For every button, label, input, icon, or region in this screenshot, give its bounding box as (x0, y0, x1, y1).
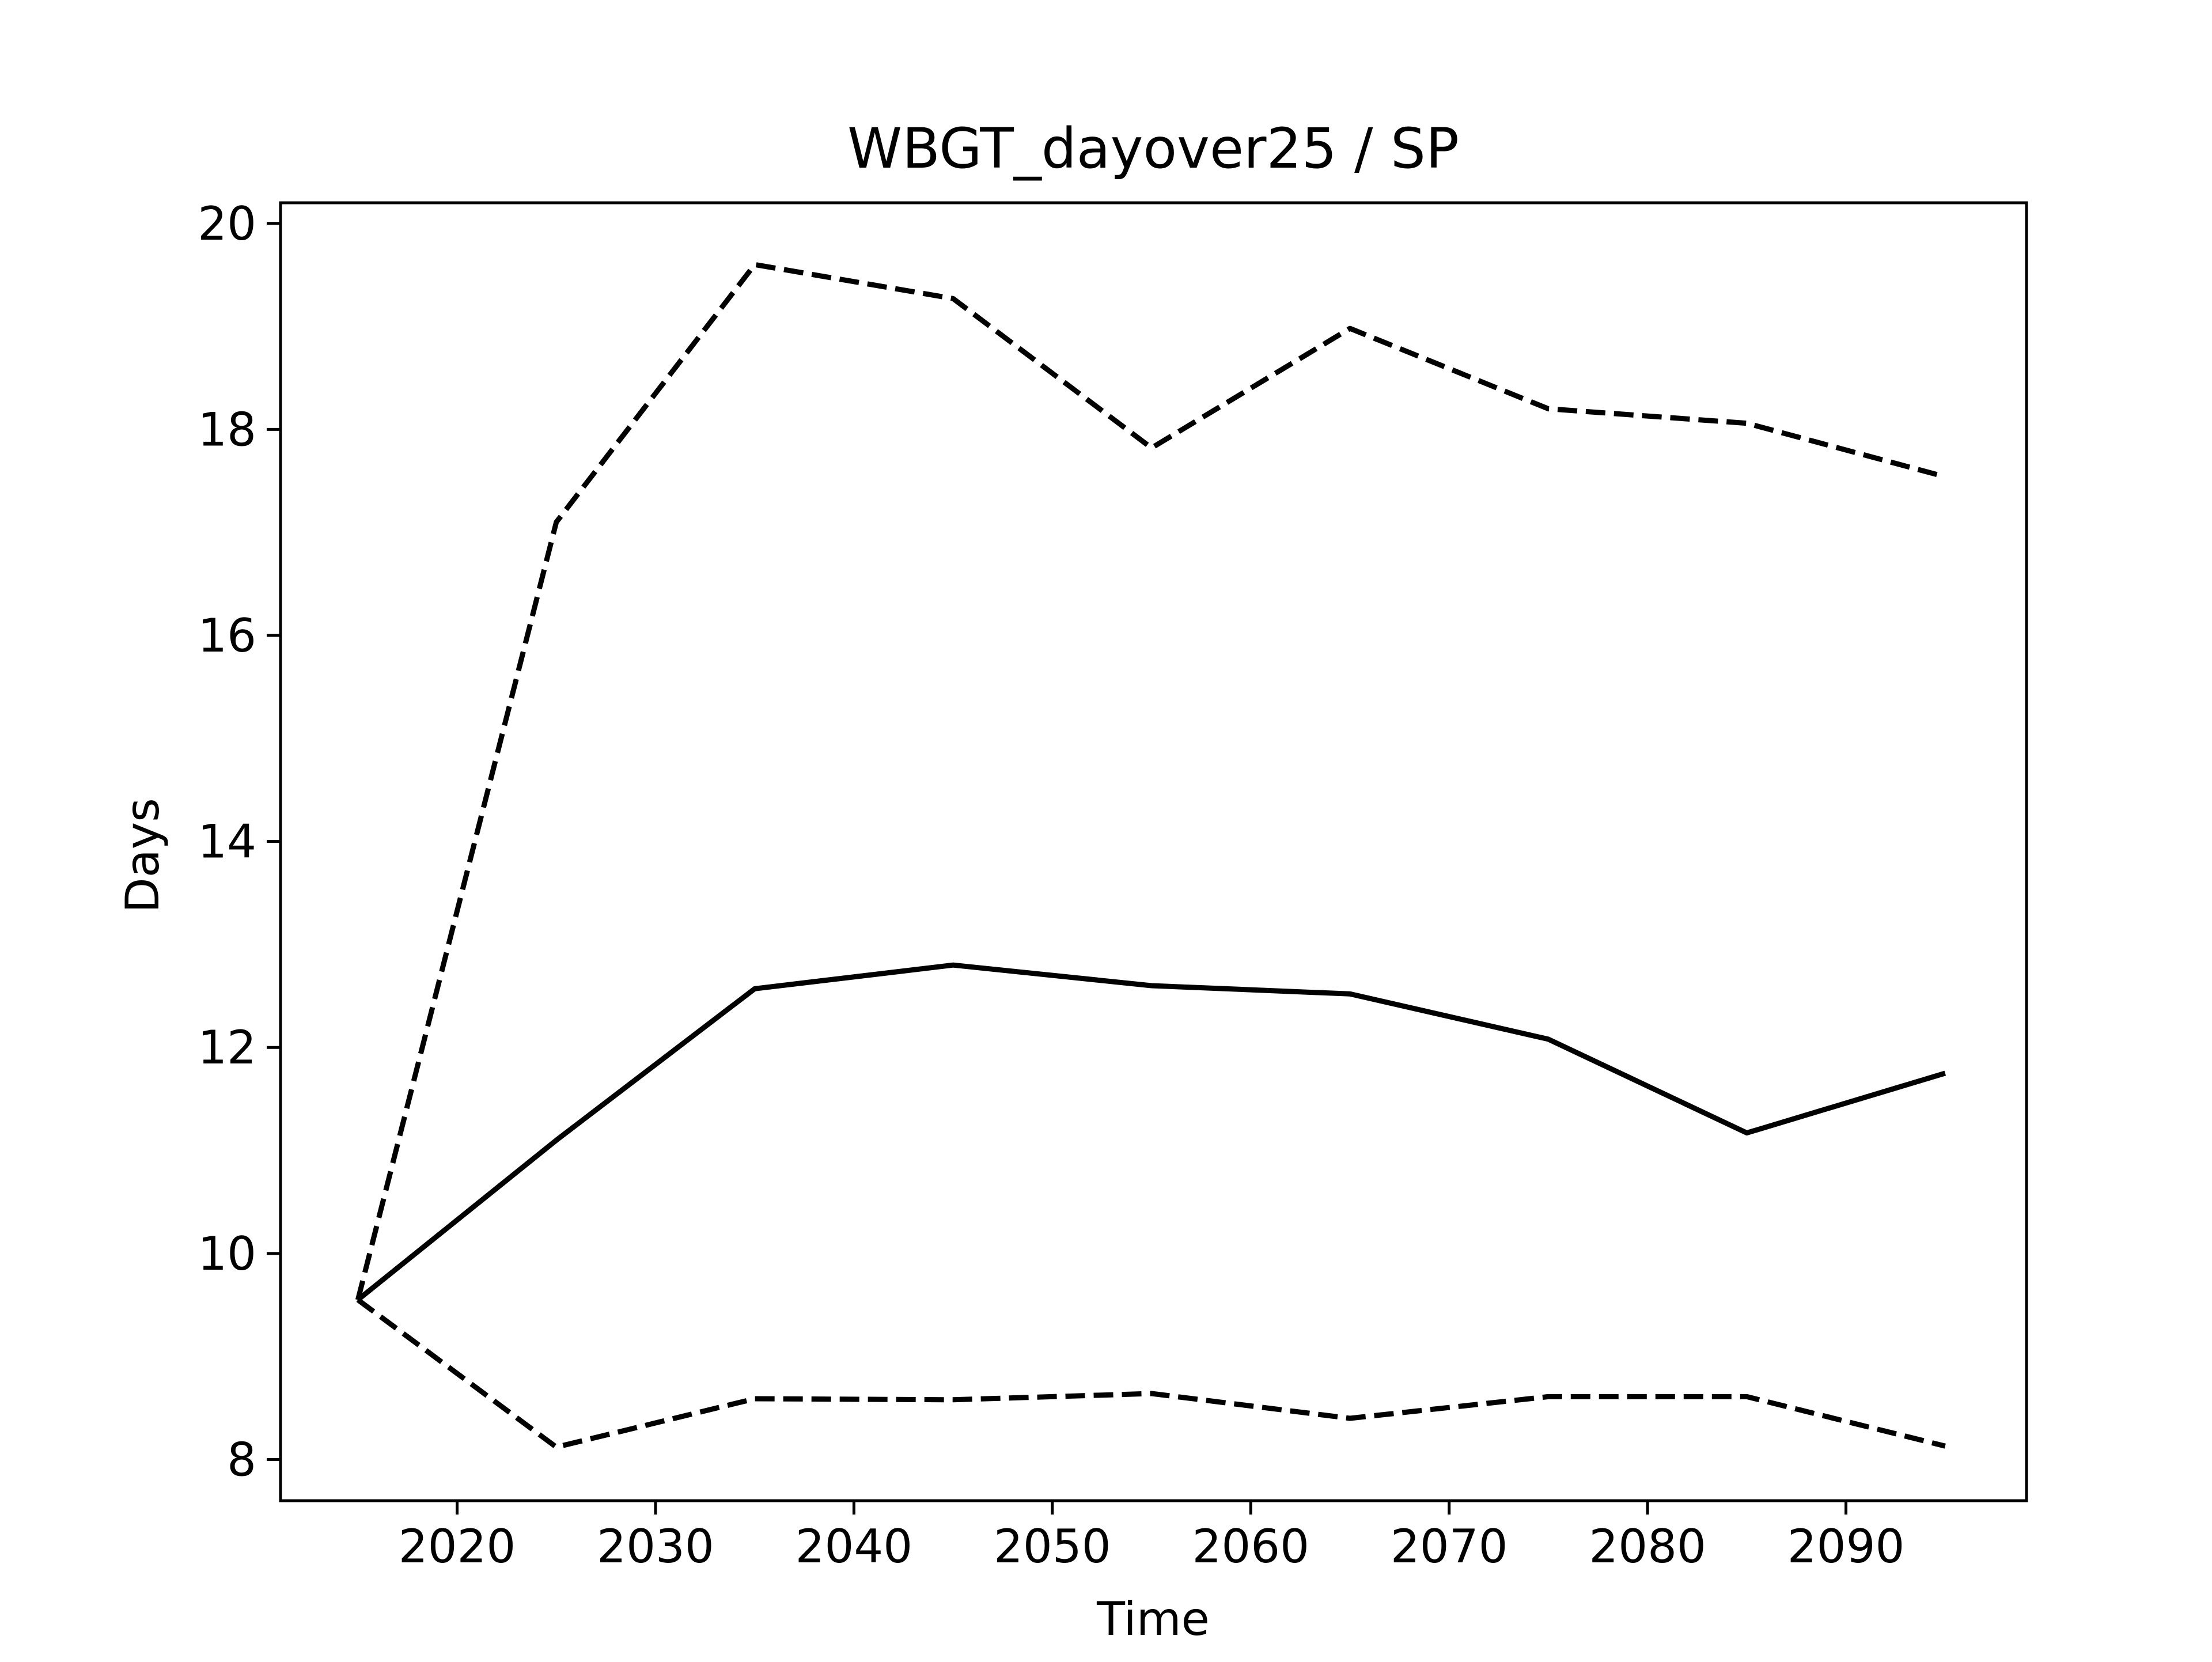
y-tick-label: 20 (198, 197, 256, 251)
y-tick-label: 14 (198, 815, 256, 869)
y-tick-label: 18 (198, 403, 256, 456)
x-tick-label: 2080 (1589, 1520, 1706, 1573)
y-tick-label: 12 (198, 1021, 256, 1074)
y-tick-label: 8 (227, 1433, 256, 1486)
x-tick-label: 2040 (796, 1520, 913, 1573)
x-tick-label: 2030 (597, 1520, 714, 1573)
x-tick-label: 2090 (1787, 1520, 1905, 1573)
x-tick-label: 2050 (994, 1520, 1111, 1573)
x-tick-label: 2020 (399, 1520, 516, 1573)
x-tick-label: 2070 (1391, 1520, 1508, 1573)
y-axis-label: Days (116, 798, 169, 913)
x-axis-label: Time (1096, 1592, 1210, 1646)
x-tick-label: 2060 (1192, 1520, 1309, 1573)
chart-title: WBGT_dayover25 / SP (847, 116, 1459, 181)
y-tick-label: 16 (198, 609, 256, 662)
y-tick-label: 10 (198, 1227, 256, 1281)
